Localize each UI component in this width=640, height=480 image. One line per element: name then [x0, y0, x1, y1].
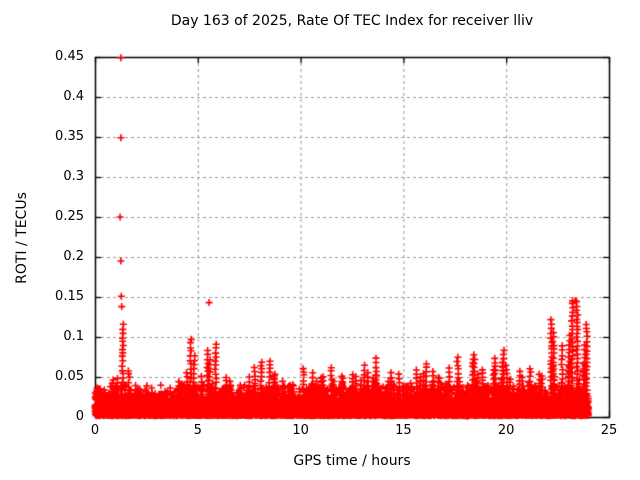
- x-tick-label: 20: [497, 423, 515, 438]
- chart-title: Day 163 of 2025, Rate Of TEC Index for r…: [170, 13, 534, 29]
- y-tick-label: 0.35: [55, 129, 84, 144]
- x-axis-label: GPS time / hours: [293, 453, 411, 469]
- y-axis-label: ROTI / TECUs: [14, 192, 30, 284]
- y-tick-label: 0.3: [63, 169, 84, 184]
- x-tick-label: 0: [90, 423, 100, 438]
- x-tick-label: 15: [395, 423, 412, 438]
- x-tick-label: 25: [600, 423, 618, 438]
- y-tick-label: 0: [75, 409, 84, 424]
- y-tick-label: 0.45: [55, 49, 84, 64]
- y-tick-label: 0.15: [55, 289, 84, 304]
- y-tick-label: 0.1: [63, 329, 84, 344]
- x-tick-label: 10: [292, 423, 309, 438]
- x-tick-label: 5: [193, 423, 202, 438]
- y-tick-label: 0.25: [55, 209, 84, 224]
- y-tick-label: 0.2: [63, 249, 84, 264]
- y-tick-label: 0.05: [55, 369, 84, 384]
- y-tick-label: 0.4: [63, 89, 84, 104]
